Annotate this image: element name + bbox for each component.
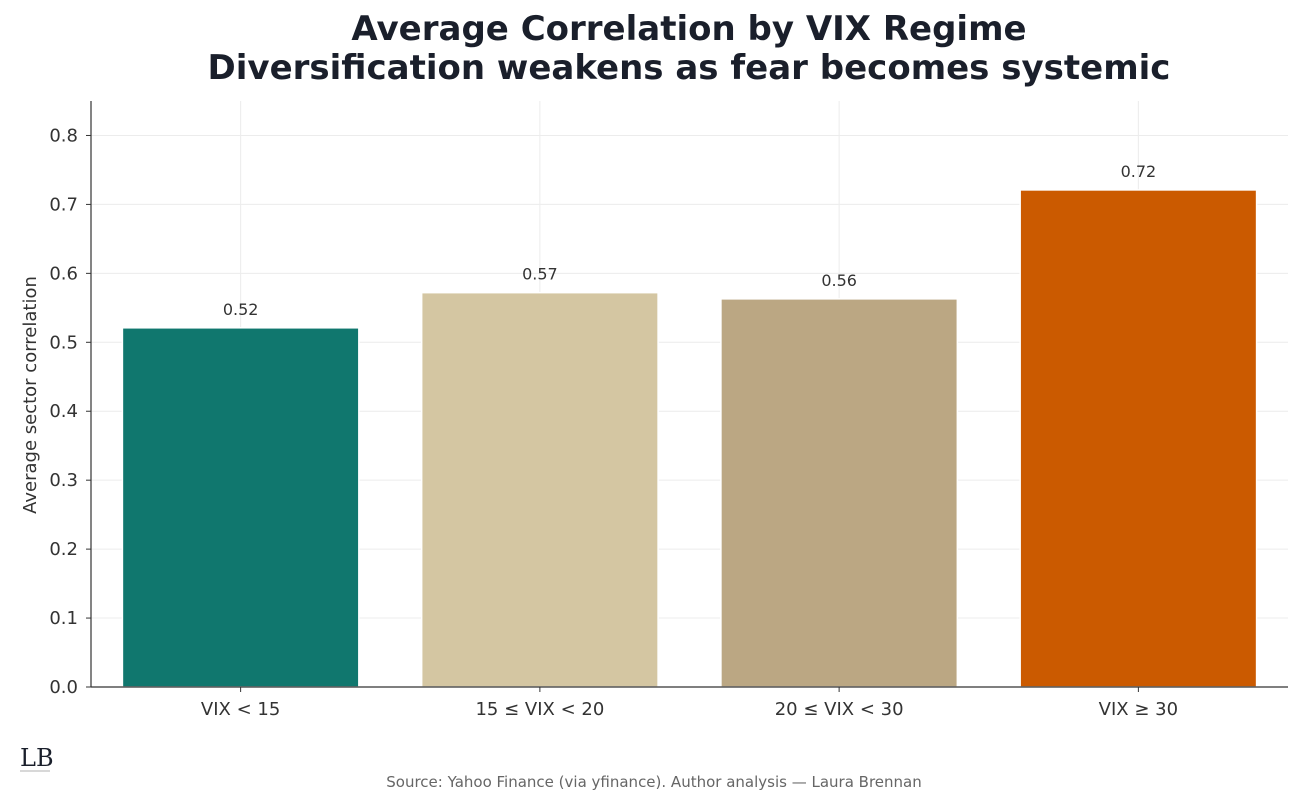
x-axis-ticks: VIX < 15 15 ≤ VIX < 20 20 ≤ VIX < 30 VIX ≥ … xyxy=(201,687,1178,720)
bar xyxy=(1019,189,1258,688)
y-tick-label: 0.2 xyxy=(49,539,78,560)
y-tick-label: 0.8 xyxy=(49,125,78,146)
author-logo: LB xyxy=(20,744,54,772)
y-tick-label: 0.3 xyxy=(49,470,78,491)
bar-value-label: 0.52 xyxy=(223,300,259,319)
bar-value-label: 0.57 xyxy=(522,265,558,284)
bars xyxy=(121,189,1258,688)
bar xyxy=(121,327,360,688)
y-tick-label: 0.4 xyxy=(49,401,78,422)
bar xyxy=(720,298,959,688)
bar xyxy=(420,291,659,688)
bar-value-label: 0.72 xyxy=(1121,162,1157,181)
y-tick-label: 0.7 xyxy=(49,194,78,215)
chart-title-line-2: Diversification weakens as fear becomes … xyxy=(208,48,1171,88)
y-tick-label: 0.6 xyxy=(49,263,78,284)
chart-title-line-1: Average Correlation by VIX Regime xyxy=(351,9,1026,49)
y-axis-label: Average sector correlation xyxy=(20,276,41,514)
source-note: Source: Yahoo Finance (via yfinance). Au… xyxy=(386,773,921,791)
y-tick-label: 0.0 xyxy=(49,677,78,698)
y-tick-label: 0.1 xyxy=(49,608,78,629)
y-tick-label: 0.5 xyxy=(49,332,78,353)
x-tick-label: 20 ≤ VIX < 30 xyxy=(775,699,904,720)
x-tick-label: VIX < 15 xyxy=(201,699,280,720)
x-tick-label: 15 ≤ VIX < 20 xyxy=(475,699,604,720)
x-tick-label: VIX ≥ 30 xyxy=(1099,699,1178,720)
bar-value-label: 0.56 xyxy=(821,271,857,290)
value-labels: 0.52 0.57 0.56 0.72 xyxy=(223,162,1156,319)
y-axis-ticks: 0.0 0.1 0.2 0.3 0.4 0.5 0.6 0.7 0.8 xyxy=(49,125,91,698)
